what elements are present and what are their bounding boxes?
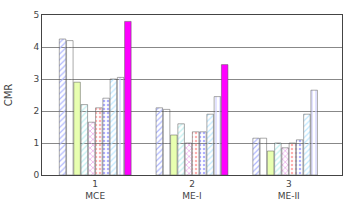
svg-text:5: 5	[33, 10, 39, 20]
svg-text:3ME-II: 3ME-II	[278, 179, 300, 201]
svg-text:0: 0	[33, 170, 39, 180]
svg-text:1: 1	[33, 138, 39, 148]
svg-text:2ME-I: 2ME-I	[182, 179, 201, 201]
svg-text:3: 3	[33, 74, 39, 84]
svg-text:1MCE: 1MCE	[85, 179, 105, 201]
svg-text:CMR: CMR	[3, 84, 14, 107]
svg-text:4: 4	[33, 42, 39, 52]
svg-text:2: 2	[33, 106, 39, 116]
